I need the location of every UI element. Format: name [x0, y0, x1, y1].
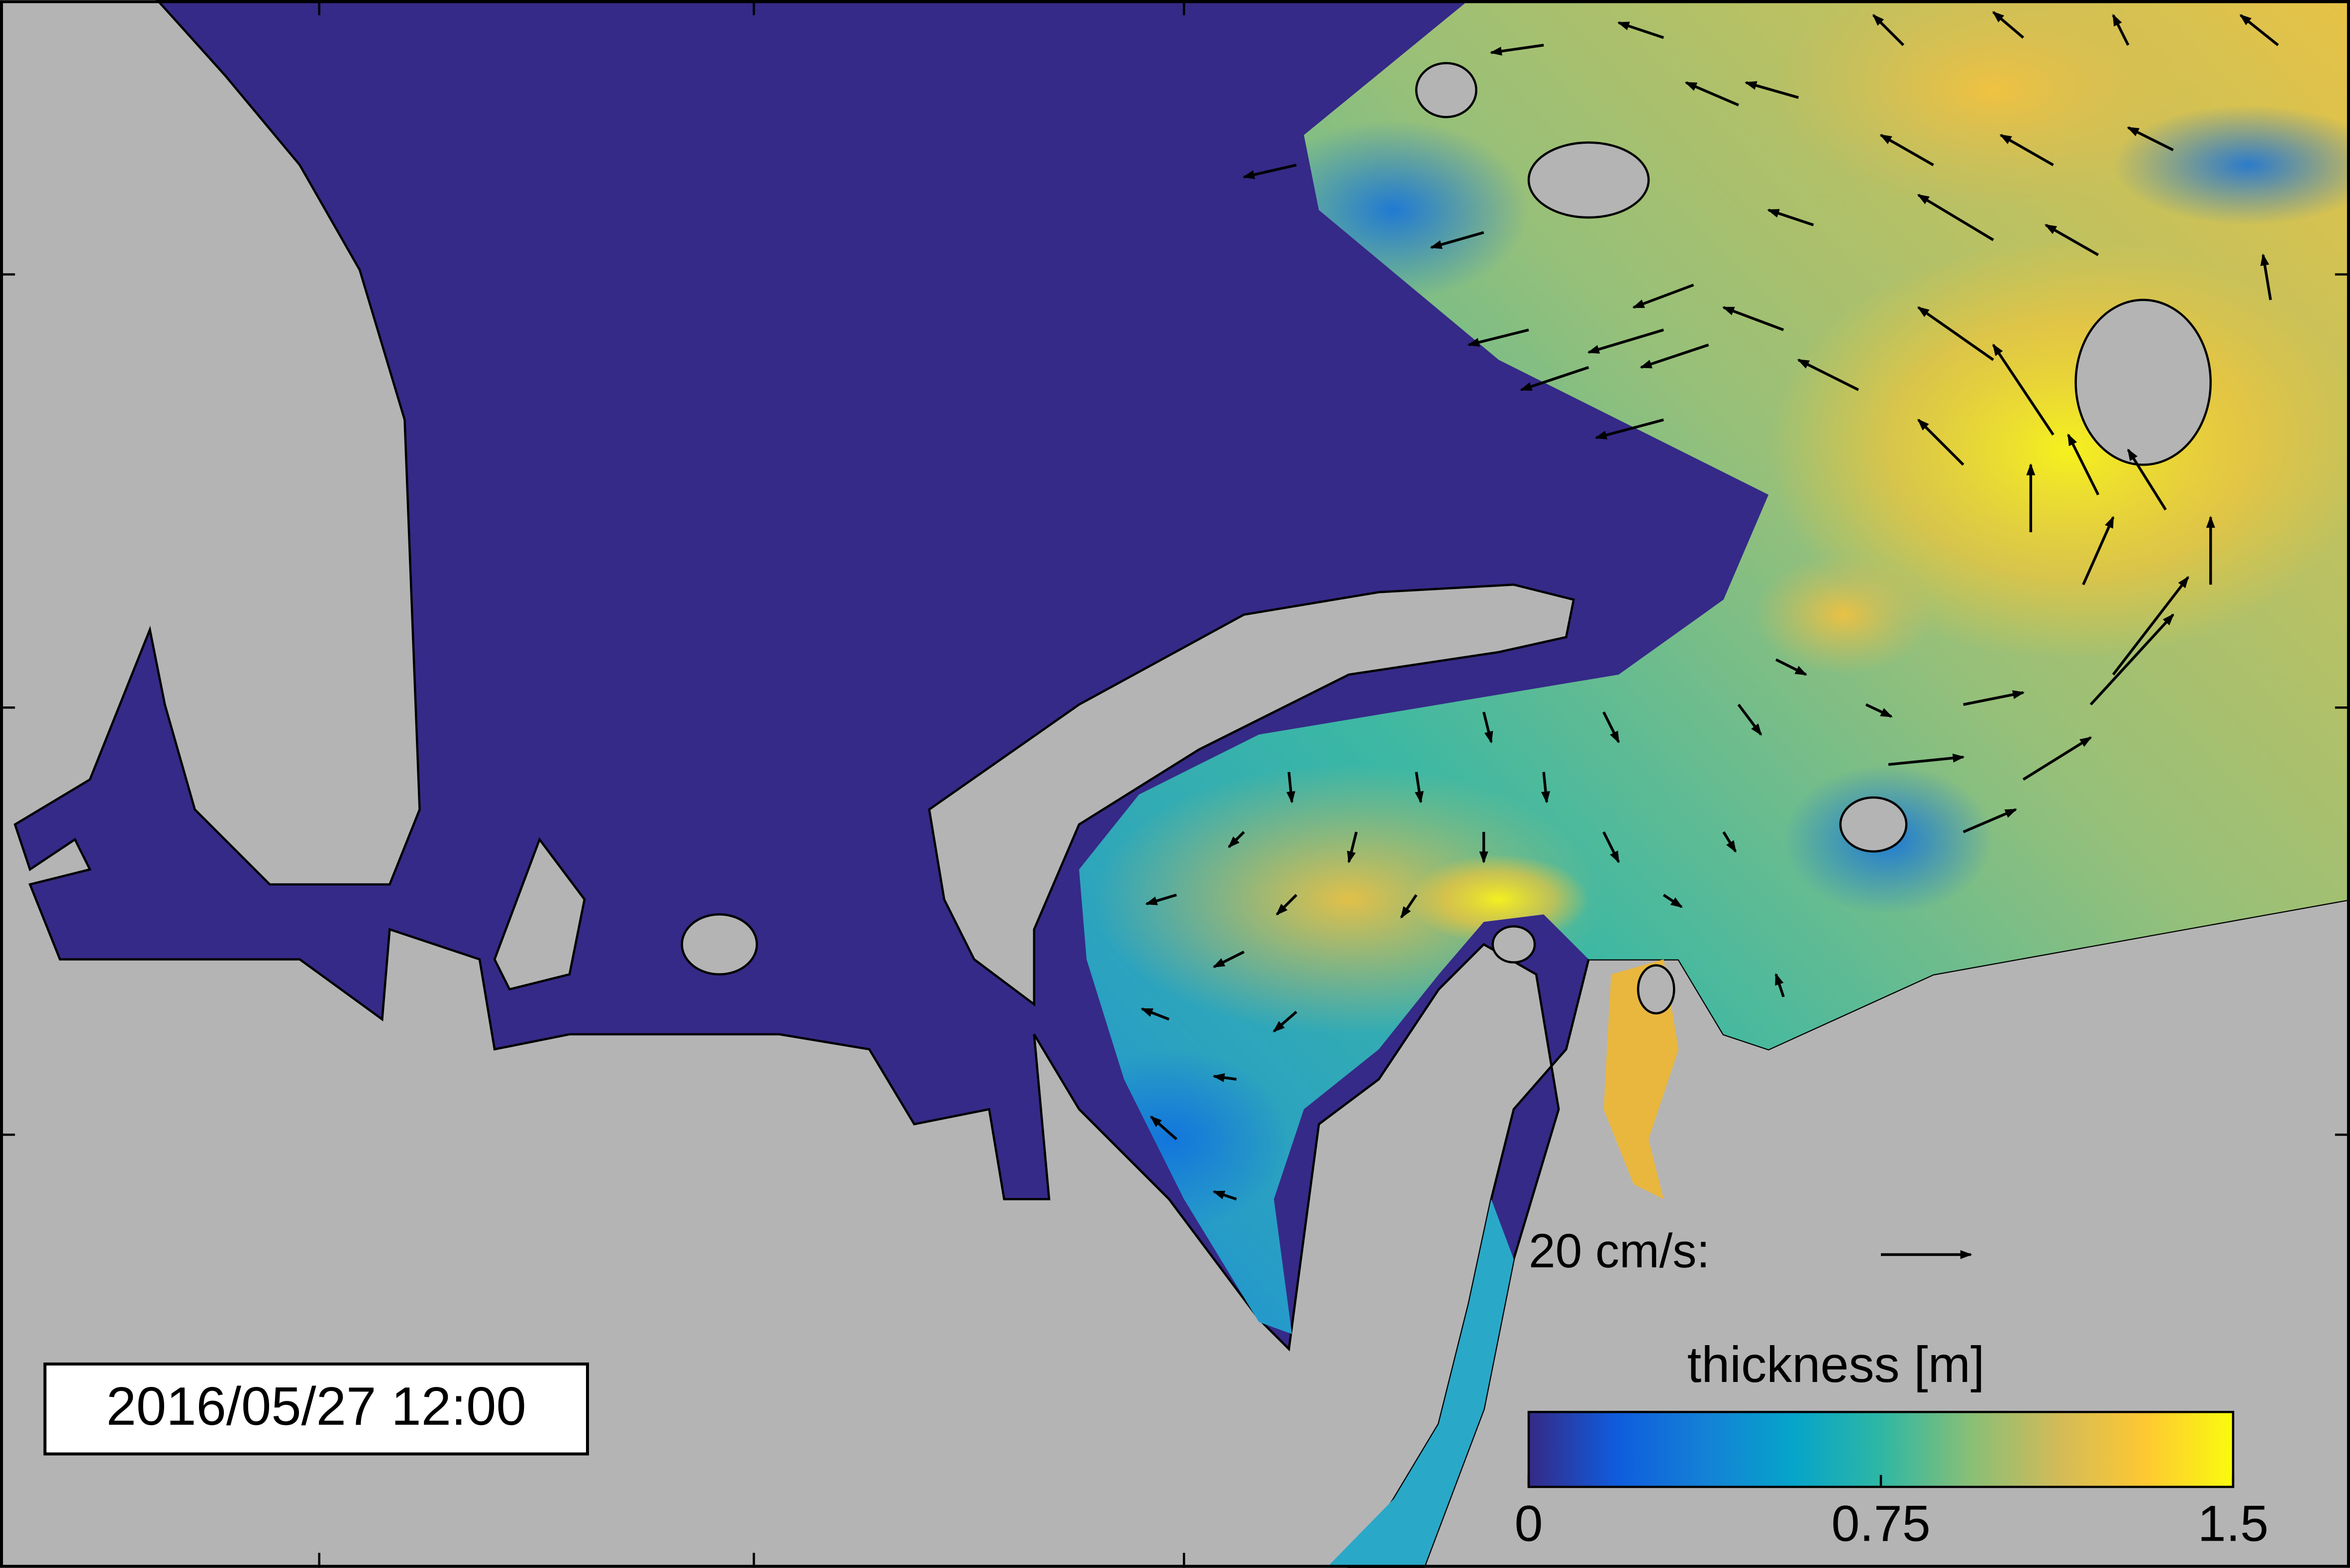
- island: [681, 913, 758, 976]
- peninsula: [928, 584, 1575, 1007]
- ice-thin: [2113, 105, 2350, 225]
- ice-thick: [1753, 555, 1934, 675]
- colorbar-tick-label: 0: [1515, 1494, 1543, 1552]
- colorbar-ticks: 0 0.75 1.5: [1515, 1474, 2268, 1552]
- ice-thick: [1768, 240, 2350, 660]
- colorbar-tick-label: 1.5: [2198, 1494, 2268, 1552]
- colorbar: [1527, 1411, 2235, 1488]
- bay-ice: [1603, 959, 1679, 1199]
- island: [2074, 298, 2212, 466]
- island: [493, 837, 586, 991]
- channel-ice: [1326, 1199, 1514, 1568]
- velocity-scale-label: 20 cm/s:: [1529, 1224, 1710, 1277]
- ice-thick: [1768, 0, 2218, 210]
- island: [1527, 141, 1650, 219]
- colorbar-tick-label: 0.75: [1831, 1494, 1930, 1552]
- colorbar-title: thickness [m]: [1687, 1336, 1985, 1393]
- timestamp: 2016/05/27 12:00: [106, 1376, 526, 1436]
- island: [1839, 796, 1908, 853]
- island: [1415, 62, 1477, 118]
- island: [1491, 925, 1536, 964]
- timestamp-box: [43, 1362, 589, 1456]
- drift-arrows: [1140, 11, 2279, 1201]
- island: [1637, 964, 1675, 1015]
